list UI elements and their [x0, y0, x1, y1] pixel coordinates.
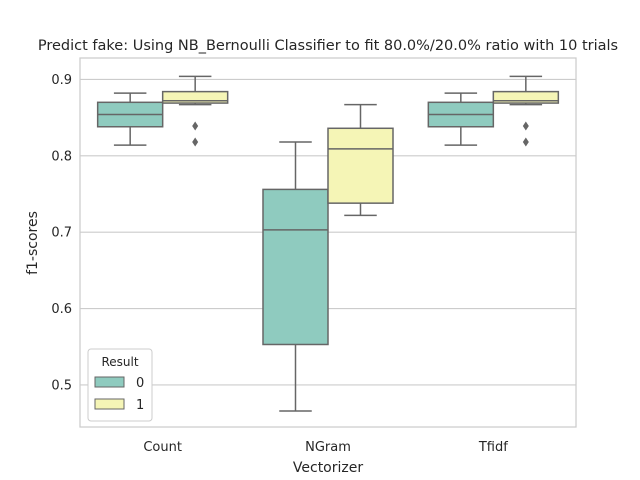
legend-label: 0 — [136, 376, 144, 391]
boxes-layer — [96, 75, 560, 412]
box — [327, 127, 394, 204]
x-axis-label: Vectorizer — [293, 460, 363, 476]
outlier-point — [192, 121, 199, 131]
axes-frame — [79, 57, 577, 428]
legend-swatch — [94, 398, 125, 410]
legend-title: Result — [101, 355, 138, 369]
y-tick-label: 0.6 — [51, 302, 72, 317]
x-tick-label: Count — [143, 440, 182, 455]
chart-title: Predict fake: Using NB_Bernoulli Classif… — [38, 38, 618, 54]
y-tick-label: 0.7 — [51, 226, 72, 241]
y-axis-label: f1-scores — [25, 211, 41, 275]
legend-label: 1 — [136, 398, 144, 413]
x-tick-label: NGram — [305, 440, 351, 455]
y-tick-label: 0.8 — [51, 149, 72, 164]
y-tick-labels: 0.5 0.6 0.7 0.8 0.9 — [51, 73, 72, 394]
box — [161, 90, 229, 104]
box — [262, 188, 329, 346]
y-tick-label: 0.5 — [51, 378, 72, 393]
box — [492, 90, 560, 104]
legend: Result 01 — [87, 348, 153, 422]
outlier-point — [522, 121, 529, 131]
x-tick-label: Tfidf — [478, 440, 508, 455]
y-tick-label: 0.9 — [51, 73, 72, 88]
legend-items: 01 — [94, 376, 144, 413]
outlier-point — [522, 137, 529, 147]
legend-swatch — [94, 376, 125, 388]
outlier-point — [192, 137, 199, 147]
x-tick-labels: Count NGram Tfidf — [143, 440, 508, 455]
